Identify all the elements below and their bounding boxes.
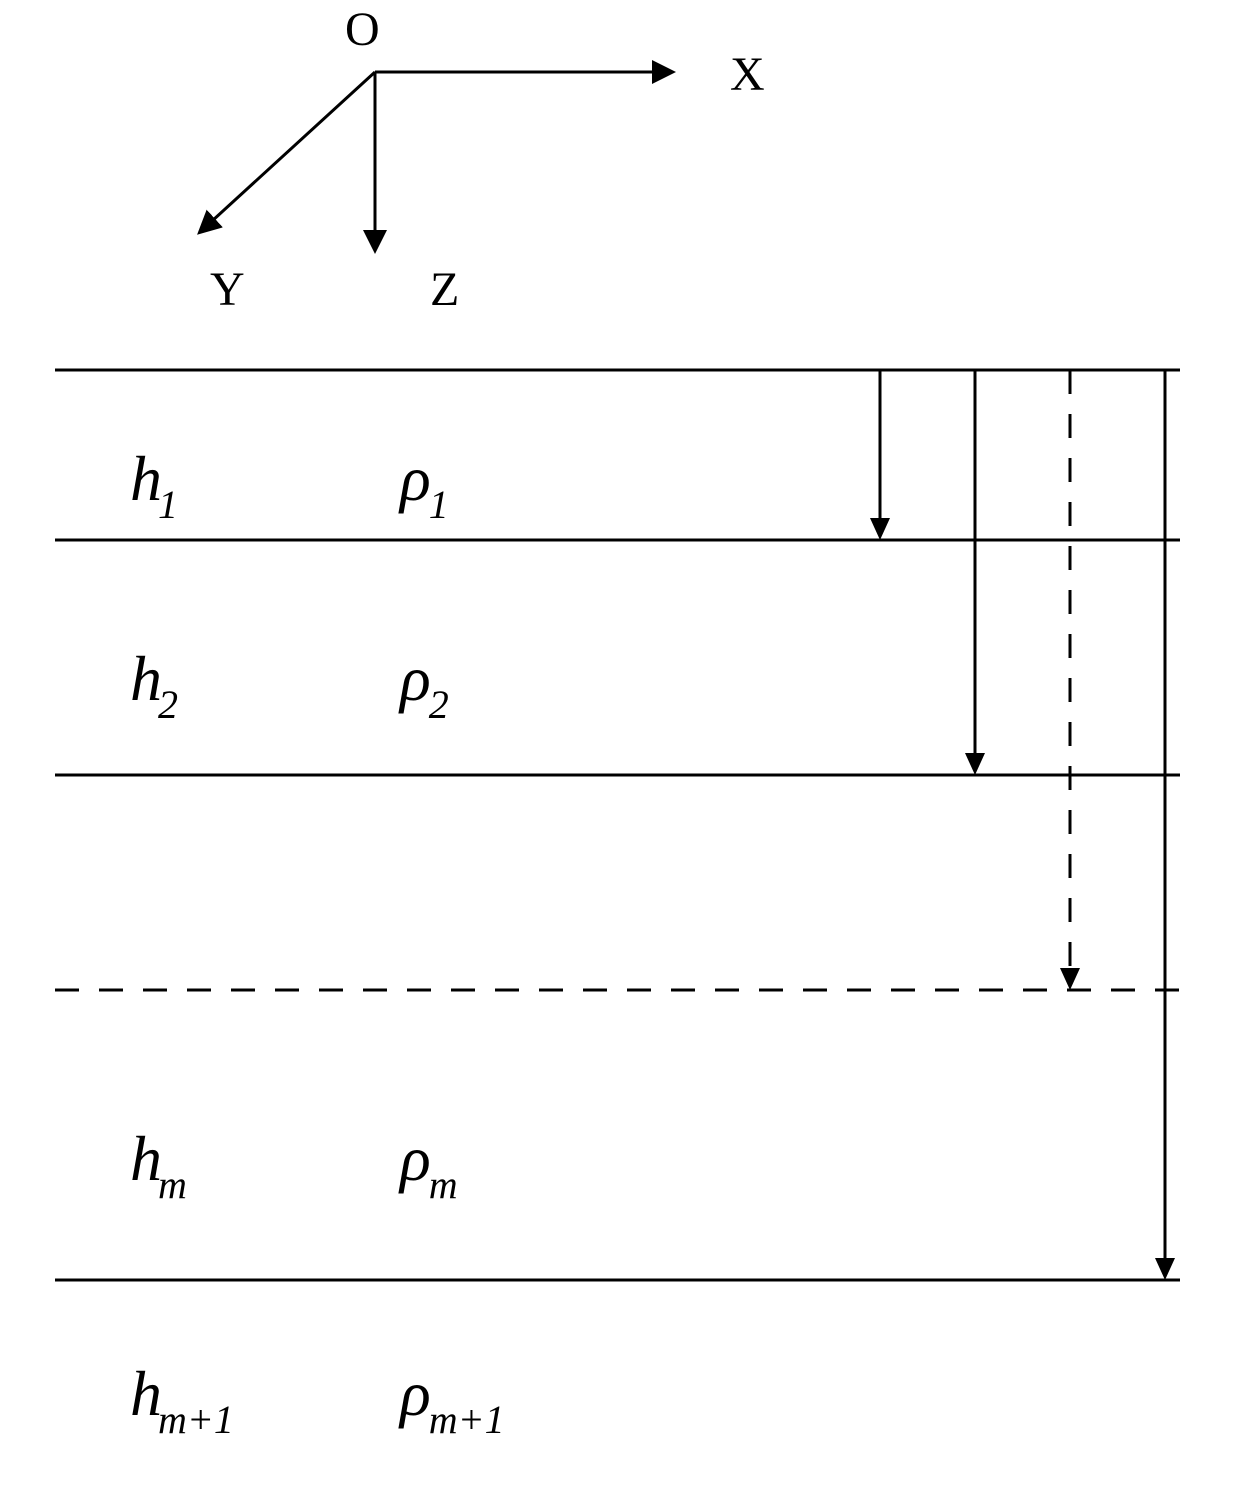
coordinate-axes: [200, 72, 672, 250]
layer-resistivity-label: ρm+1: [398, 1358, 505, 1442]
layer-stack: [55, 370, 1180, 1280]
layer-resistivity-label: ρ1: [398, 443, 449, 527]
depth-arrows: [870, 370, 1175, 1280]
layer-thickness-label: hm+1: [130, 1358, 234, 1442]
depth-arrow-head: [965, 753, 985, 775]
layer-resistivity-label: ρm: [398, 1123, 458, 1207]
origin-label: O: [345, 3, 380, 56]
depth-arrow-head: [1155, 1258, 1175, 1280]
y-axis: [200, 72, 375, 232]
x-axis-label: X: [730, 48, 765, 101]
depth-arrow-head: [1060, 968, 1080, 990]
depth-arrow-head: [870, 518, 890, 540]
layer-thickness-label: h2: [130, 643, 178, 727]
z-axis-label: Z: [430, 263, 459, 316]
layer-resistivity-label: ρ2: [398, 643, 449, 727]
y-axis-label: Y: [210, 263, 245, 316]
layer-thickness-label: hm: [130, 1123, 187, 1207]
layer-thickness-label: h1: [130, 443, 178, 527]
